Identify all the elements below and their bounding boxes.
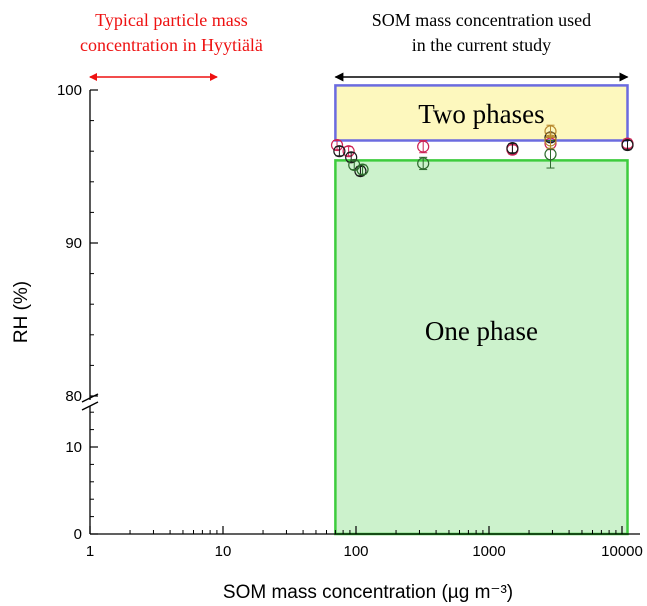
y-tick-label: 10 <box>65 439 82 456</box>
data-point <box>342 145 355 158</box>
y-tick-label: 90 <box>65 235 82 252</box>
data-point <box>506 142 519 155</box>
x-axis-label: SOM mass concentration (µg m⁻³) <box>223 582 513 603</box>
annotation-right-line-1: SOM mass concentration used <box>372 10 591 30</box>
data-point <box>345 151 358 164</box>
y-tick-label: 100 <box>57 82 82 99</box>
x-tick-label: 10 <box>215 543 232 560</box>
region-label-one-phase: One phase <box>425 316 538 346</box>
axis-break-marker <box>81 393 99 411</box>
x-tick-label: 100 <box>343 543 368 560</box>
data-point <box>417 140 430 153</box>
data-point <box>333 145 346 158</box>
annotation-current-study: SOM mass concentration used in the curre… <box>334 10 629 82</box>
x-tick-label: 10000 <box>601 543 643 560</box>
x-tick-label: 1 <box>86 543 94 560</box>
annotation-left-line-2: concentration in Hyytiälä <box>80 35 263 55</box>
data-point <box>356 163 369 176</box>
annotation-typical-hyytiala: Typical particle mass concentration in H… <box>80 10 263 81</box>
data-point <box>330 138 344 152</box>
annotation-left-line-1: Typical particle mass <box>95 10 248 30</box>
axis-break-line <box>81 393 99 403</box>
data-points <box>330 124 634 178</box>
data-point <box>544 134 557 147</box>
y-axis-label: RH (%) <box>11 281 32 343</box>
data-point <box>621 138 634 152</box>
data-point <box>544 148 557 161</box>
y-tick-label: 80 <box>65 388 82 405</box>
phase-regions <box>334 84 629 536</box>
data-point <box>354 164 367 178</box>
region-two-phases <box>334 84 629 142</box>
x-tick-label: 1000 <box>472 543 505 560</box>
data-point <box>417 157 430 170</box>
region-label-two-phases: Two phases <box>418 99 544 129</box>
axis-break-line <box>81 401 99 411</box>
y-tick-label: 0 <box>74 526 82 543</box>
x-ticks: 1 10 100 1000 10000 <box>86 526 643 560</box>
y-ticks: 80 90 100 0 10 <box>57 82 98 543</box>
annotation-right-line-2: in the current study <box>412 35 551 55</box>
region-one-phase <box>334 159 629 536</box>
